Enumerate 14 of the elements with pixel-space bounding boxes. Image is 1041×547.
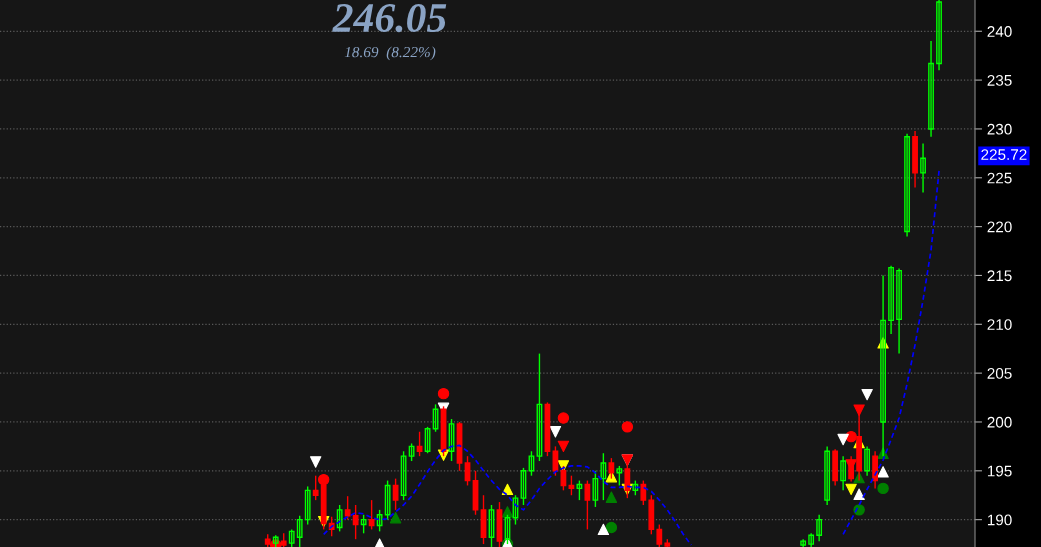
y-tick-label: 190 bbox=[987, 514, 1012, 526]
y-tick-label: 235 bbox=[987, 74, 1012, 86]
y-tick-label: 195 bbox=[987, 465, 1012, 477]
y-tick-label: 200 bbox=[987, 416, 1012, 428]
y-tick-label: 225 bbox=[987, 172, 1012, 184]
y-tick-label: 220 bbox=[987, 221, 1012, 233]
y-tick-label: 215 bbox=[987, 270, 1012, 282]
y-tick-label: 210 bbox=[987, 319, 1012, 330]
chart-title: 246.05 bbox=[332, 3, 447, 33]
text: 225.72 bbox=[981, 149, 1027, 160]
y-tick-label: 240 bbox=[987, 26, 1012, 37]
text: 18.69 (8.22%) bbox=[344, 46, 436, 61]
y-tick-label: 230 bbox=[987, 123, 1012, 135]
y-tick-label: 205 bbox=[987, 368, 1012, 379]
